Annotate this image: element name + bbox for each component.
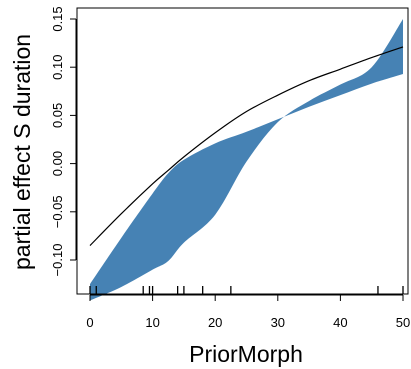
x-tick-label: 10	[145, 315, 159, 330]
plot-frame	[76, 7, 409, 295]
y-tick-label: 0.05	[50, 103, 65, 128]
x-tick-label: 0	[86, 315, 93, 330]
y-tick-label: −0.05	[50, 195, 65, 228]
y-tick-label: −0.10	[50, 244, 65, 277]
x-axis-title: PriorMorph	[189, 341, 303, 367]
confidence-band-layer	[90, 19, 403, 301]
y-tick-label: 0.10	[50, 55, 65, 80]
x-axis: 0 10 20 30 40 50	[86, 294, 410, 330]
confidence-band	[90, 19, 403, 301]
x-tick-label: 20	[208, 315, 222, 330]
y-tick-label: 0.15	[50, 6, 65, 31]
y-axis: −0.10 −0.05 0.00 0.05 0.10 0.15	[50, 6, 77, 277]
y-tick-label: 0.00	[50, 151, 65, 176]
fitted-curve-layer	[89, 46, 404, 246]
fitted-curve	[89, 46, 404, 246]
x-tick-label: 40	[333, 315, 347, 330]
rug-layer	[89, 286, 404, 294]
y-axis-title: partial effect S duration	[9, 34, 35, 270]
x-tick-label: 30	[271, 315, 285, 330]
x-tick-label: 50	[396, 315, 410, 330]
